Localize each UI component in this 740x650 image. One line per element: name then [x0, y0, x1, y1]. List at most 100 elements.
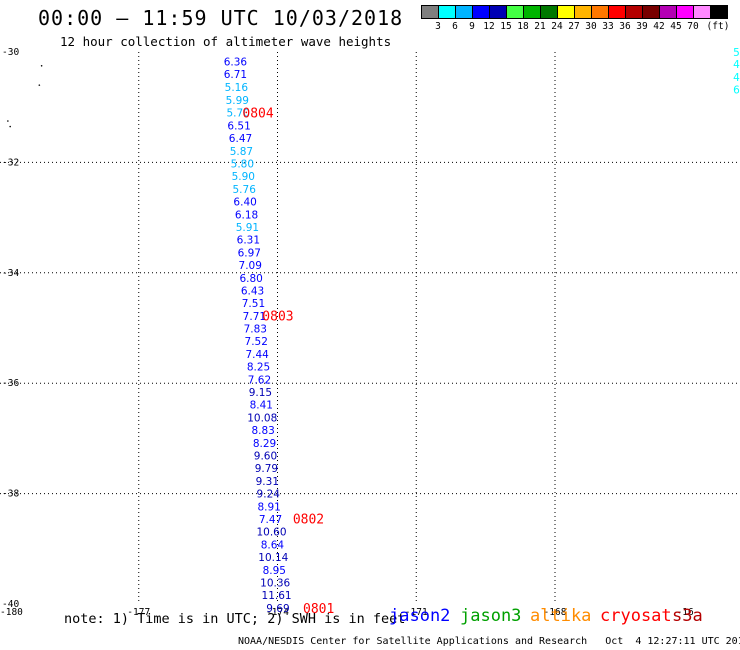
footer-note: note: 1) Time is in UTC; 2) SWH is in fe… — [64, 611, 406, 627]
colorbar-label: (ft) — [706, 21, 730, 32]
colorbar-label: 24 — [551, 21, 563, 32]
wave-height-label: 6.18 — [235, 209, 258, 221]
x-tick-label: -16 — [677, 607, 694, 618]
colorbar-label: 45 — [670, 21, 682, 32]
wave-height-label: 10.60 — [256, 527, 286, 539]
wave-height-label: 7.44 — [245, 349, 269, 361]
wave-height-label: 5.91 — [236, 222, 259, 234]
y-tick-label: -36 — [2, 378, 19, 389]
y-tick-label: -40 — [2, 599, 19, 610]
colorbar-swatch — [659, 5, 677, 19]
wave-height-label: 8.95 — [263, 565, 286, 577]
wave-height-label: 7.47 — [259, 514, 282, 526]
wave-height-label: 7.71 — [243, 311, 266, 323]
wave-height-label: 11.61 — [262, 590, 292, 602]
wave-height-label: 6.40 — [233, 197, 256, 209]
legend-s3a: s3a — [672, 606, 703, 626]
edge-wave-height-label: 6 — [733, 85, 740, 97]
colorbar-label: 39 — [636, 21, 648, 32]
wave-height-label: 6.51 — [227, 120, 250, 132]
x-tick-label: -168 — [544, 607, 567, 618]
wave-height-label: 10.14 — [258, 552, 288, 564]
colorbar-label: 15 — [500, 21, 512, 32]
colorbar-swatch — [693, 5, 711, 19]
island-dot — [40, 65, 43, 67]
colorbar-swatch — [472, 5, 490, 19]
x-tick-label: -177 — [127, 607, 150, 618]
wave-height-label: 5.76 — [233, 184, 257, 196]
pass-time-label: 0801 — [303, 602, 334, 617]
colorbar-label: 36 — [619, 21, 631, 32]
colorbar-label: 9 — [469, 21, 475, 32]
wave-height-label: 7.51 — [242, 298, 265, 310]
colorbar-swatch — [506, 5, 524, 19]
wave-height-label: 9.69 — [266, 603, 289, 615]
colorbar-label: 30 — [585, 21, 597, 32]
colorbar-swatch — [642, 5, 660, 19]
wave-height-label: 8.64 — [261, 539, 285, 551]
colorbar-label: 42 — [653, 21, 665, 32]
colorbar-swatch — [438, 5, 456, 19]
island-dot — [7, 120, 9, 122]
y-tick-label: -38 — [2, 489, 19, 500]
wave-height-label: 6.47 — [229, 133, 252, 145]
colorbar-swatch — [557, 5, 575, 19]
wave-height-label: 5.87 — [230, 146, 253, 158]
pass-time-label: 0803 — [262, 309, 293, 324]
wave-height-label: 7.62 — [248, 374, 271, 386]
edge-wave-height-label: 4 — [733, 59, 740, 71]
colorbar-label: 33 — [602, 21, 614, 32]
colorbar-swatch — [591, 5, 609, 19]
legend-cryosat: cryosat — [600, 606, 672, 626]
wave-height-label: 8.29 — [253, 438, 276, 450]
wave-height-label: 7.52 — [245, 336, 268, 348]
pass-time-label: 0804 — [242, 107, 273, 122]
edge-wave-height-label: 5.4 — [733, 47, 740, 59]
y-tick-label: -34 — [2, 268, 19, 279]
y-tick-label: -32 — [2, 157, 19, 168]
colorbar-label: 3 — [435, 21, 441, 32]
wave-height-label: 10.08 — [247, 412, 277, 424]
colorbar-swatch — [574, 5, 592, 19]
wave-height-label: 6.97 — [238, 247, 261, 259]
credit-line: NOAA/NESDIS Center for Satellite Applica… — [238, 636, 740, 647]
colorbar-label: 27 — [568, 21, 580, 32]
legend-altika: altika — [530, 606, 592, 626]
colorbar-swatch — [421, 5, 439, 19]
x-tick-label: -180 — [0, 607, 23, 618]
wave-height-label: 5.70 — [226, 108, 249, 120]
wave-height-label: 6.71 — [224, 69, 247, 81]
colorbar-swatch — [625, 5, 643, 19]
island-dot — [9, 125, 11, 128]
legend-jason3: jason3 — [460, 606, 522, 626]
wave-height-label: 7.83 — [244, 324, 267, 336]
wave-height-label: 5.90 — [232, 171, 255, 183]
wave-height-label: 9.24 — [257, 489, 281, 501]
wave-height-label: 6.80 — [239, 273, 262, 285]
colorbar-swatch — [489, 5, 507, 19]
wave-height-label: 9.15 — [249, 387, 272, 399]
colorbar — [421, 5, 728, 19]
y-tick-label: -30 — [2, 47, 19, 58]
colorbar-swatch — [676, 5, 694, 19]
wave-height-label: 8.91 — [257, 501, 280, 513]
x-tick-label: -174 — [266, 607, 289, 618]
wave-height-label: 10.36 — [260, 577, 290, 589]
wave-height-label: 6.43 — [241, 285, 264, 297]
wave-height-label: 9.31 — [256, 476, 279, 488]
wave-height-label: 8.41 — [250, 400, 273, 412]
wave-height-label: 9.60 — [254, 451, 277, 463]
colorbar-swatch — [710, 5, 728, 19]
wave-height-label: 7.09 — [239, 260, 262, 272]
wave-height-label: 9.79 — [255, 463, 278, 475]
wave-height-label: 5.80 — [231, 159, 254, 171]
colorbar-label: 6 — [452, 21, 458, 32]
pass-time-label: 0802 — [293, 512, 324, 527]
colorbar-swatch — [540, 5, 558, 19]
x-tick-label: -171 — [405, 607, 428, 618]
colorbar-label: 12 — [483, 21, 495, 32]
island-dot — [38, 84, 41, 86]
colorbar-label: 70 — [687, 21, 699, 32]
colorbar-swatch — [523, 5, 541, 19]
wave-height-label: 5.16 — [225, 82, 249, 94]
